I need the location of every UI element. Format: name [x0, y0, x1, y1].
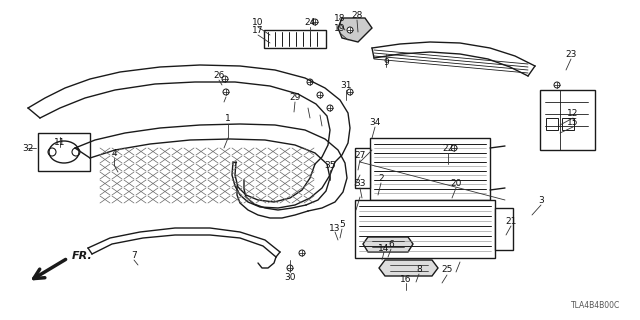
Text: 10: 10 [252, 18, 264, 27]
Circle shape [347, 89, 353, 95]
Text: 23: 23 [565, 50, 577, 59]
Circle shape [347, 27, 353, 33]
Text: 14: 14 [378, 244, 390, 252]
Text: 2: 2 [378, 173, 384, 182]
Text: 26: 26 [213, 70, 225, 79]
Text: 17: 17 [252, 26, 264, 35]
Circle shape [317, 92, 323, 98]
Bar [562, 118, 574, 130]
Text: 32: 32 [22, 143, 34, 153]
Circle shape [222, 76, 228, 82]
FancyBboxPatch shape [355, 200, 495, 258]
Text: 12: 12 [567, 108, 579, 117]
FancyBboxPatch shape [370, 138, 490, 200]
Text: 30: 30 [284, 273, 296, 282]
Text: 18: 18 [334, 13, 346, 22]
Bar [546, 118, 558, 130]
Circle shape [223, 89, 229, 95]
Text: 8: 8 [416, 265, 422, 274]
Text: 25: 25 [442, 266, 452, 275]
Text: 24: 24 [305, 18, 316, 27]
Text: 16: 16 [400, 275, 412, 284]
Text: 22: 22 [442, 143, 454, 153]
Text: 21: 21 [506, 217, 516, 226]
Text: FR.: FR. [72, 251, 93, 261]
Text: 3: 3 [538, 196, 544, 204]
Text: 33: 33 [355, 179, 365, 188]
Bar [495, 208, 513, 250]
Text: 35: 35 [324, 161, 336, 170]
Circle shape [299, 250, 305, 256]
FancyBboxPatch shape [540, 90, 595, 150]
Polygon shape [338, 18, 372, 42]
Polygon shape [363, 237, 413, 252]
Circle shape [312, 19, 318, 25]
Text: 34: 34 [369, 117, 381, 126]
Bar [38, 133, 90, 171]
Text: 13: 13 [329, 223, 340, 233]
Text: 28: 28 [351, 11, 363, 20]
Bar [355, 148, 370, 188]
Text: 7: 7 [131, 251, 137, 260]
Text: 9: 9 [383, 58, 389, 67]
Circle shape [307, 79, 313, 85]
Polygon shape [379, 260, 438, 276]
Text: TLA4B4B00C: TLA4B4B00C [571, 301, 620, 310]
Bar [264, 30, 326, 48]
Text: 27: 27 [355, 150, 365, 159]
Text: 19: 19 [334, 23, 346, 33]
Text: 20: 20 [451, 179, 461, 188]
Text: 31: 31 [340, 81, 352, 90]
Text: 15: 15 [567, 117, 579, 126]
Text: 29: 29 [289, 92, 301, 101]
Text: 5: 5 [339, 220, 345, 228]
Text: 1: 1 [225, 114, 231, 123]
Text: 11: 11 [54, 138, 66, 147]
Text: 6: 6 [388, 239, 394, 249]
Circle shape [327, 105, 333, 111]
Circle shape [287, 265, 293, 271]
Circle shape [451, 145, 457, 151]
Text: 4: 4 [111, 148, 117, 157]
Circle shape [554, 82, 560, 88]
